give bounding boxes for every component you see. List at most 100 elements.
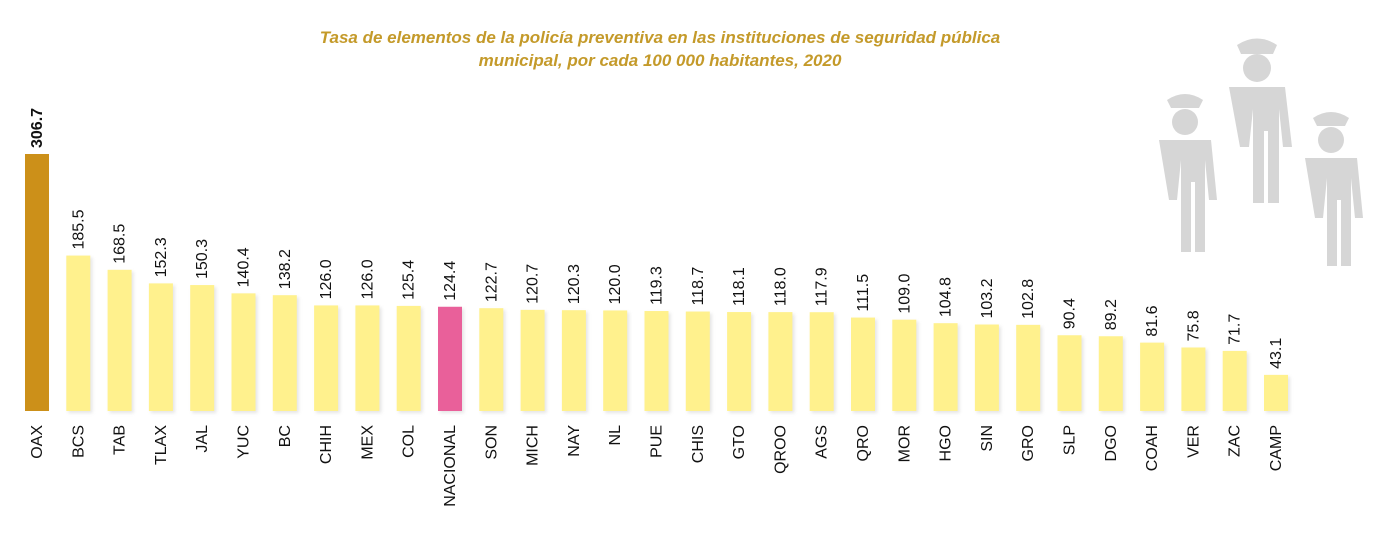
bar-son [479, 308, 504, 411]
category-label-col: COL [401, 425, 418, 458]
category-label-tab: TAB [112, 425, 129, 455]
bar-tab [107, 269, 132, 411]
value-label-chih: 126.0 [318, 259, 335, 299]
chart-title: Tasa de elementos de la policía preventi… [260, 26, 1060, 72]
category-label-nl: NL [607, 425, 624, 446]
bar-chis [685, 311, 710, 411]
value-label-bc: 138.2 [277, 249, 294, 289]
value-label-slp: 90.4 [1062, 298, 1079, 329]
category-label-dgo: DGO [1103, 425, 1120, 461]
category-label-sin: SIN [979, 425, 996, 452]
category-label-mich: MICH [525, 425, 542, 466]
category-label-tlax: TLAX [153, 425, 170, 465]
category-label-mex: MEX [359, 425, 376, 460]
bar-jal [190, 285, 215, 411]
value-label-ver: 75.8 [1185, 310, 1202, 341]
category-label-yuc: YUC [236, 425, 253, 459]
bar-mor [892, 319, 917, 411]
bar-nacional [438, 306, 462, 411]
value-label-nay: 120.3 [566, 264, 583, 304]
category-label-gro: GRO [1020, 425, 1037, 461]
category-label-hgo: HGO [938, 425, 955, 461]
value-label-col: 125.4 [401, 260, 418, 300]
bar-qro [851, 317, 875, 411]
bar-hgo [933, 323, 958, 411]
category-label-mor: MOR [896, 425, 913, 462]
value-label-coah: 81.6 [1144, 305, 1161, 336]
value-label-oax: 306.7 [29, 108, 46, 148]
police-officers-icon [1159, 38, 1363, 266]
bar-chih [314, 305, 339, 411]
value-label-yuc: 140.4 [236, 247, 253, 287]
category-label-pue: PUE [649, 425, 666, 458]
bar-nl [603, 310, 628, 411]
value-label-gto: 118.1 [731, 267, 748, 306]
value-label-chis: 118.7 [690, 267, 707, 306]
bar-sin [974, 324, 999, 411]
bar-yuc [231, 293, 256, 411]
value-label-mor: 109.0 [896, 274, 913, 314]
value-label-son: 122.7 [483, 262, 500, 302]
police-officer-left-icon [1159, 94, 1217, 252]
value-label-nl: 120.0 [607, 264, 624, 304]
category-labels-group: OAX BCS TAB TLAX JAL YUC BC CHIH MEX COL NACIONAL S… [29, 425, 1285, 507]
category-label-coah: COAH [1144, 425, 1161, 471]
bar-bcs [66, 255, 91, 411]
bar-tlax [148, 283, 173, 411]
category-label-oax: OAX [29, 425, 46, 459]
bar-dgo [1098, 336, 1123, 411]
value-label-pue: 119.3 [649, 266, 666, 305]
police-officer-right-icon [1305, 112, 1363, 266]
bar-coah [1140, 342, 1165, 411]
category-label-bcs: BCS [70, 425, 87, 458]
value-label-bcs: 185.5 [70, 209, 87, 249]
police-officer-center-icon [1229, 38, 1292, 203]
category-label-gto: GTO [731, 425, 748, 459]
value-label-mich: 120.7 [525, 264, 542, 304]
category-label-bc: BC [277, 425, 294, 447]
bar-qroo [768, 312, 793, 411]
bar-slp [1057, 335, 1082, 411]
value-label-qro: 111.5 [855, 274, 872, 312]
value-label-sin: 103.2 [979, 278, 996, 318]
bar-bc [272, 295, 297, 411]
category-label-son: SON [483, 425, 500, 460]
value-labels-group: 306.7 185.5 168.5 152.3 150.3 140.4 138.2 126.0… [29, 108, 1285, 369]
category-label-qroo: QROO [772, 425, 789, 474]
value-label-qroo: 118.0 [772, 267, 789, 306]
bar-pue [644, 311, 669, 411]
bar-nay [561, 310, 586, 411]
bar-mex [355, 305, 380, 411]
bar-mich [520, 309, 545, 411]
bar-zac [1222, 350, 1247, 411]
value-label-gro: 102.8 [1020, 279, 1037, 319]
category-label-ver: VER [1185, 425, 1202, 458]
category-label-jal: JAL [194, 425, 211, 453]
category-label-nay: NAY [566, 425, 583, 457]
value-label-dgo: 89.2 [1103, 299, 1120, 330]
bar-col [396, 305, 421, 411]
value-label-nacional: 124.4 [442, 261, 459, 301]
bar-ags [809, 312, 834, 411]
value-label-tab: 168.5 [112, 224, 129, 264]
chart-title-line-1: Tasa de elementos de la policía preventi… [319, 28, 1001, 47]
chart-title-line-2: municipal, por cada 100 000 habitantes, … [478, 51, 842, 70]
value-label-zac: 71.7 [1227, 314, 1244, 345]
bar-camp [1264, 374, 1288, 411]
value-label-ags: 117.9 [814, 267, 831, 306]
category-label-chih: CHIH [318, 425, 335, 464]
value-label-tlax: 152.3 [153, 237, 170, 277]
value-label-mex: 126.0 [359, 259, 376, 299]
category-label-camp: CAMP [1268, 425, 1285, 471]
category-label-ags: AGS [814, 425, 831, 459]
category-label-qro: QRO [855, 425, 872, 461]
category-label-zac: ZAC [1227, 425, 1244, 457]
category-label-chis: CHIS [690, 425, 707, 463]
category-label-nacional: NACIONAL [442, 425, 459, 507]
value-label-hgo: 104.8 [938, 277, 955, 317]
category-label-slp: SLP [1062, 425, 1079, 455]
bar-oax [25, 154, 49, 411]
bar-gro [1016, 324, 1041, 411]
bar-gto [727, 312, 752, 411]
